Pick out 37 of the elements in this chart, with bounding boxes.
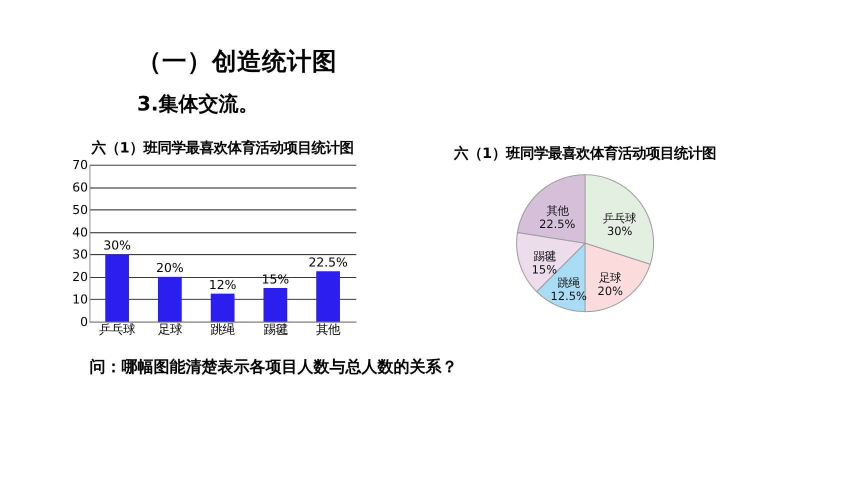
bar [263, 288, 288, 322]
data-label: 20% [156, 261, 184, 276]
x-tick-label: 其他 [316, 322, 340, 337]
slice-label: 其他 [546, 203, 568, 218]
x-tick-label: 乒乓球 [99, 322, 136, 337]
data-label: 30% [607, 224, 633, 238]
slice-label: 踢毽 [533, 249, 556, 264]
slice-label: 乒乓球 [603, 210, 636, 225]
y-tick-label: 20 [72, 270, 88, 284]
text: 3.集体交流。 [136, 91, 258, 116]
y-tick-label: 30 [72, 248, 88, 262]
text: 问：哪幅图能清楚表示各项目人数与总人数的关系？ [89, 357, 458, 376]
y-tick-label: 50 [72, 202, 88, 217]
bar [158, 276, 182, 322]
y-tick-label: 40 [72, 225, 88, 240]
data-label: 15% [532, 262, 558, 277]
y-tick-label: 0 [80, 314, 88, 329]
x-tick-label: 足球 [158, 322, 182, 337]
x-tick-label: 踢毽 [263, 322, 288, 337]
y-tick-label: 70 [72, 158, 88, 172]
chart-title: 六（1）班同学最喜欢体育活动项目统计图 [453, 145, 716, 162]
data-label: 22.5% [539, 216, 576, 231]
bar [105, 254, 129, 322]
y-tick-label: 10 [72, 292, 88, 307]
slice-label: 足球 [599, 270, 622, 285]
text: （一）创造统计图 [136, 46, 337, 76]
data-label: 30% [103, 238, 132, 253]
chart-title: 六（1）班同学最喜欢体育活动项目统计图 [90, 139, 354, 156]
data-label: 12% [208, 278, 237, 292]
bar [316, 271, 340, 322]
slice-label: 跳绳 [558, 276, 580, 290]
y-tick-label: 60 [72, 180, 88, 194]
data-label: 20% [598, 284, 624, 298]
data-label: 22.5% [308, 255, 348, 270]
bar [210, 294, 234, 322]
data-label: 12.5% [550, 288, 587, 303]
x-tick-label: 跳绳 [210, 322, 235, 337]
